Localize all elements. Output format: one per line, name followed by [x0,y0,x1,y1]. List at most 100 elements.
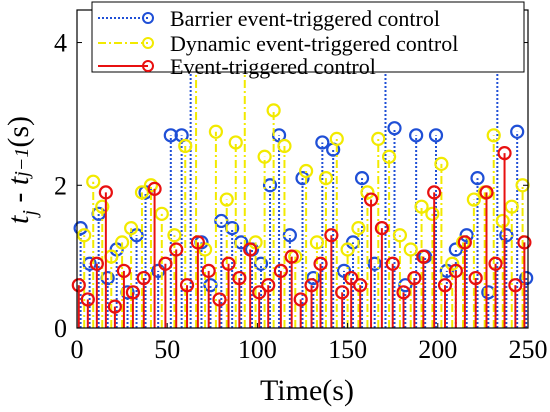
data-point [428,128,444,143]
data-point [125,285,141,300]
data-point [309,235,325,250]
data-point [318,171,334,186]
x-tick-label: 150 [328,335,367,364]
data-point [107,299,122,314]
data-point [416,249,431,264]
data-point [201,263,216,279]
x-tick-label: 200 [418,335,457,364]
data-point [163,128,178,143]
data-point [371,131,386,146]
y-axis-label-part: t [2,215,35,224]
data-point [73,220,88,236]
axes: 0 50 100 150 200 250 0 2 4 [54,9,548,364]
data-point [221,256,236,271]
data-point [340,242,355,257]
legend-marker [142,12,154,24]
legend-label: Dynamic event-triggered control [170,31,458,56]
data-point [252,285,267,300]
data-point [212,292,227,307]
y-axis-label-part: j [19,210,41,219]
data-point [335,285,350,300]
data-point [262,178,278,193]
data-point [385,256,400,271]
data-point [495,213,510,229]
data-point [407,270,422,286]
data-point [219,192,234,207]
x-axis-label: Time(s) [260,374,354,407]
data-point [124,220,139,236]
data-point [306,270,321,286]
data-point [448,263,463,279]
y-axis-label-part: - [2,185,35,210]
data-point [167,228,182,243]
data-point [488,256,503,271]
y-tick-label: 4 [54,29,67,58]
data-point [353,278,368,293]
data-point [232,270,247,286]
data-point [313,256,328,271]
data-point [459,228,474,243]
data-point [71,278,86,293]
y-axis-label-part: j−1 [11,148,33,180]
data-point [190,235,205,250]
data-point [203,278,218,293]
data-point [351,220,366,236]
data-point [136,270,151,286]
data-point [434,156,449,171]
data-point [427,185,442,200]
y-axis-label-part: (s) [2,116,35,148]
data-point [510,124,525,139]
data-point [293,292,308,307]
data-point [437,278,453,293]
data-point [403,242,418,257]
series-1 [77,42,530,328]
data-point [228,135,243,150]
data-point [466,192,481,207]
data-point [360,185,375,200]
data-point [95,199,110,214]
data-point [414,199,429,214]
data-point [381,149,397,164]
data-point [517,235,532,250]
data-point [508,278,523,293]
data-point [208,124,224,139]
series-2 [71,146,532,328]
data-point [374,220,389,236]
y-axis-label-part: t [2,176,35,185]
data-point [243,242,258,257]
data-point [304,278,319,293]
data-point [299,163,314,179]
data-point [147,181,162,196]
data-point [169,242,184,257]
data-point [363,192,379,207]
data-point [98,185,113,200]
data-point [344,270,359,286]
x-tick-label: 50 [154,335,180,364]
data-point [354,171,370,186]
data-point [151,263,166,279]
data-point [178,138,193,154]
data-point [324,228,339,243]
y-tick-label: 2 [54,171,67,200]
legend-marker [142,60,154,72]
data-point [284,249,299,264]
data-point [273,263,288,279]
data-point [266,103,281,118]
x-tick-label: 100 [238,335,277,364]
data-point [261,278,276,293]
data-point [398,278,413,293]
data-point [445,256,460,271]
legend-box [91,1,525,73]
data-point [409,128,424,143]
data-point [519,270,534,286]
data-point [367,256,382,271]
data-point [154,206,169,221]
data-point [470,171,485,186]
data-point [134,185,150,200]
y-axis-label-text: tj - tj−1(s) [2,116,41,224]
x-tick-label: 250 [509,335,548,364]
data-point [257,149,272,164]
data-point [457,235,472,250]
